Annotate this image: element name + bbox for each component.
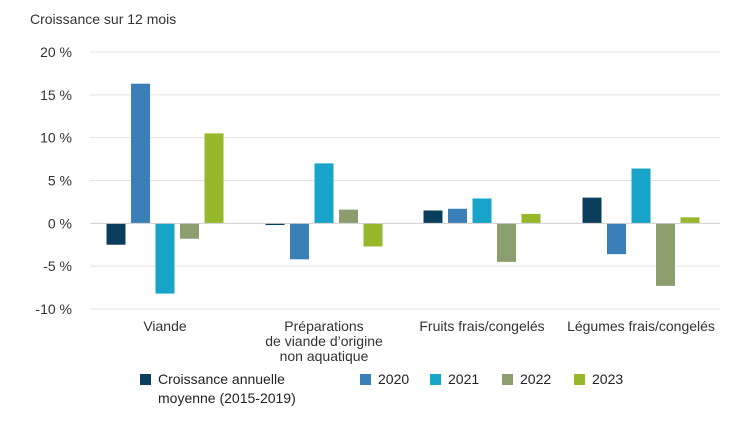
y-tick-label: -5 % bbox=[43, 258, 72, 274]
y-tick-label: 15 % bbox=[40, 87, 72, 103]
bar bbox=[680, 217, 700, 224]
y-tick-label: 10 % bbox=[40, 130, 72, 146]
bar bbox=[290, 223, 309, 260]
y-axis-ticks: 20 % 15 % 10 % 5 % 0 % -5 % -10 % bbox=[35, 44, 72, 317]
bar bbox=[521, 213, 541, 224]
bar bbox=[180, 223, 199, 239]
bar bbox=[448, 208, 467, 224]
legend-swatch bbox=[360, 374, 371, 385]
gridlines bbox=[90, 51, 720, 310]
y-tick-label: 0 % bbox=[48, 215, 72, 231]
legend-swatch bbox=[430, 374, 441, 385]
legend-item: 2022 bbox=[502, 370, 551, 389]
bar bbox=[497, 223, 516, 262]
bar bbox=[314, 163, 334, 224]
bar bbox=[631, 168, 651, 224]
bar bbox=[607, 223, 626, 255]
bar bbox=[656, 223, 675, 286]
category-label: Préparations de viande d’origine non aquat… bbox=[265, 318, 383, 364]
legend-label: 2022 bbox=[520, 371, 552, 387]
y-tick-label: -10 % bbox=[35, 301, 72, 317]
legend-swatch bbox=[574, 374, 585, 385]
y-tick-label: 20 % bbox=[40, 44, 72, 60]
bar-chart: Croissance sur 12 mois 20 % 15 % 10 % 5 % 0 … bbox=[30, 11, 720, 364]
legend-item: 2023 bbox=[574, 370, 623, 389]
bars bbox=[106, 83, 700, 294]
bar bbox=[423, 210, 443, 224]
y-tick-label: 5 % bbox=[48, 173, 72, 189]
category-label: Fruits frais/congelés bbox=[419, 318, 544, 334]
category-label: Légumes frais/congelés bbox=[567, 318, 715, 334]
category-label: Viande bbox=[143, 318, 187, 334]
legend-item: 2021 bbox=[430, 370, 479, 389]
bar bbox=[339, 209, 358, 224]
y-axis-label: Croissance sur 12 mois bbox=[30, 11, 176, 27]
legend-label: Croissance annuelle moyenne (2015-2019) bbox=[158, 371, 296, 406]
legend-swatch bbox=[140, 374, 151, 385]
category-labels: Viande Préparations de viande d’origine non… bbox=[143, 318, 715, 364]
bar bbox=[265, 223, 285, 226]
bar bbox=[204, 133, 224, 224]
legend-label: 2020 bbox=[378, 371, 410, 387]
legend-swatch bbox=[502, 374, 513, 385]
bar bbox=[582, 197, 602, 224]
legend-label: 2023 bbox=[592, 371, 624, 387]
bar bbox=[131, 83, 150, 224]
legend-item: Croissance annuelle moyenne (2015-2019) bbox=[140, 370, 296, 408]
legend-label: 2021 bbox=[448, 371, 480, 387]
legend-item: 2020 bbox=[360, 370, 409, 389]
bar bbox=[155, 223, 175, 294]
bar bbox=[363, 223, 383, 247]
bar bbox=[106, 223, 126, 245]
bar bbox=[472, 198, 492, 224]
legend: Croissance annuelle moyenne (2015-2019) 20… bbox=[140, 370, 740, 420]
